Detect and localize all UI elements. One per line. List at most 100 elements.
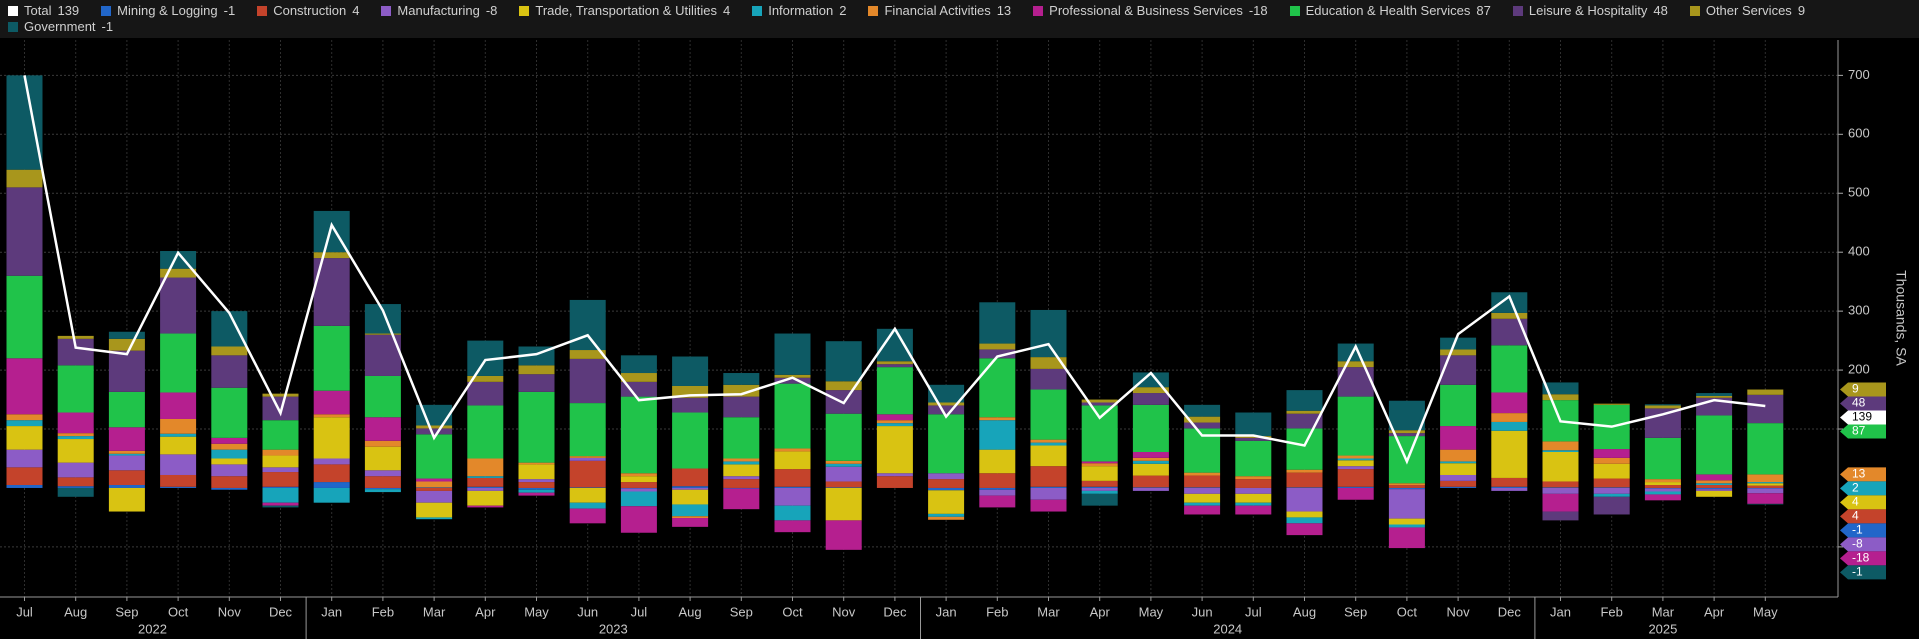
bar-segment — [6, 75, 43, 170]
bar-segment — [1235, 505, 1272, 515]
bar-segment — [1696, 487, 1733, 490]
bar-segment — [467, 476, 504, 478]
value-tag: 9 — [1840, 382, 1886, 397]
value-tag: -1 — [1840, 565, 1886, 580]
bar-segment — [1388, 518, 1425, 525]
bar-segment — [979, 495, 1016, 508]
legend-item: Information 2 — [752, 3, 846, 18]
legend-label: Government — [24, 19, 96, 34]
bar-segment — [979, 449, 1016, 474]
bar-segment — [1644, 487, 1681, 489]
legend-value: -18 — [1248, 3, 1268, 18]
legend-swatch — [1033, 5, 1044, 16]
bar-segment — [1696, 415, 1733, 475]
bar-segment — [1184, 422, 1221, 429]
x-tick-label: Feb — [986, 604, 1008, 619]
value-tag-label: 4 — [1852, 509, 1859, 523]
bar-segment — [1235, 412, 1272, 437]
value-tag-label: 13 — [1852, 467, 1866, 481]
legend-swatch — [1512, 5, 1523, 16]
bar-segment — [1747, 487, 1784, 489]
bar-segment — [825, 460, 862, 464]
bar-segment — [1184, 493, 1221, 503]
bar-segment — [467, 490, 504, 506]
bar-segment — [57, 462, 94, 478]
bar-segment — [672, 385, 709, 398]
bar-segment — [1132, 457, 1169, 461]
bar-segment — [723, 487, 760, 489]
bar-segment — [1030, 442, 1067, 446]
x-tick-label: Apr — [475, 604, 496, 619]
bar-segment — [364, 470, 401, 477]
legend-value: 2 — [839, 3, 847, 18]
bar-segment — [825, 520, 862, 550]
bar-segment — [416, 487, 453, 491]
bar-segment — [1337, 469, 1374, 487]
bar-segment — [672, 356, 709, 386]
bar-segment — [6, 485, 43, 488]
bar-segment — [876, 423, 913, 427]
bar-segment — [313, 414, 350, 418]
x-tick-label: May — [524, 604, 549, 619]
bar-segment — [1593, 478, 1630, 488]
bar-segment — [1388, 489, 1425, 519]
bar-segment — [569, 457, 606, 461]
bar-segment — [57, 436, 94, 440]
legend-item: Leisure & Hospitality 48 — [1512, 3, 1668, 18]
x-tick-label: Sep — [1344, 604, 1367, 619]
x-tick-label: Dec — [883, 604, 907, 619]
legend-value: 4 — [352, 3, 360, 18]
bar-segment — [1491, 413, 1528, 422]
legend-item: Total 139 — [8, 3, 79, 18]
legend-label: Construction — [273, 3, 347, 18]
bar-segment — [262, 449, 299, 456]
bar-segment — [1593, 487, 1630, 488]
value-tag-label: 48 — [1852, 396, 1866, 410]
x-tick-label: Mar — [423, 604, 446, 619]
x-tick-label: Nov — [832, 604, 856, 619]
bar-segment — [1542, 441, 1579, 451]
legend-value: 87 — [1476, 3, 1491, 18]
bar-segment — [1542, 452, 1579, 482]
bar-segment — [1235, 476, 1272, 480]
bar-segment — [108, 453, 145, 456]
x-tick-label: Aug — [1293, 604, 1316, 619]
bar-segment — [1644, 491, 1681, 495]
bar-segment — [211, 355, 248, 388]
bar-segment — [262, 486, 299, 488]
bar-segment — [1184, 472, 1221, 476]
x-tick-label: Oct — [782, 604, 803, 619]
bar-segment — [1030, 499, 1067, 512]
bar-segment — [1132, 387, 1169, 394]
bar-segment — [160, 277, 197, 334]
bar-segment — [1286, 487, 1323, 512]
x-tick-label: Nov — [1447, 604, 1471, 619]
bar-segment — [774, 520, 811, 533]
x-tick-label: Feb — [1600, 604, 1622, 619]
value-tag-label: 139 — [1852, 410, 1872, 424]
year-label: 2024 — [1213, 621, 1242, 636]
legend-row: Total 139 Mining & Logging -1 Construction 4 M… — [8, 3, 1805, 18]
legend-item: Financial Activities 13 — [868, 3, 1011, 18]
bar-segment — [108, 427, 145, 451]
x-tick-label: May — [1139, 604, 1164, 619]
bar-segment — [416, 404, 453, 426]
bar-segment — [723, 373, 760, 385]
bar-segment — [1081, 480, 1118, 487]
bar-segment — [1030, 357, 1067, 369]
bar-segment — [1593, 457, 1630, 464]
bar-segment — [313, 482, 350, 488]
value-tag-box — [1840, 467, 1886, 482]
bar-segment — [979, 302, 1016, 344]
value-tag-label: -1 — [1852, 565, 1863, 579]
value-tag-label: 4 — [1852, 495, 1859, 509]
bar-segment — [774, 333, 811, 375]
bar-segment — [313, 325, 350, 391]
bar-segment — [774, 448, 811, 452]
x-tick-label: Apr — [1090, 604, 1111, 619]
bar-segment — [620, 381, 657, 397]
bar-segment — [1081, 399, 1118, 403]
bar-segment — [416, 428, 453, 435]
legend-row: Government -1 — [8, 19, 113, 34]
x-tick-label: Nov — [218, 604, 242, 619]
